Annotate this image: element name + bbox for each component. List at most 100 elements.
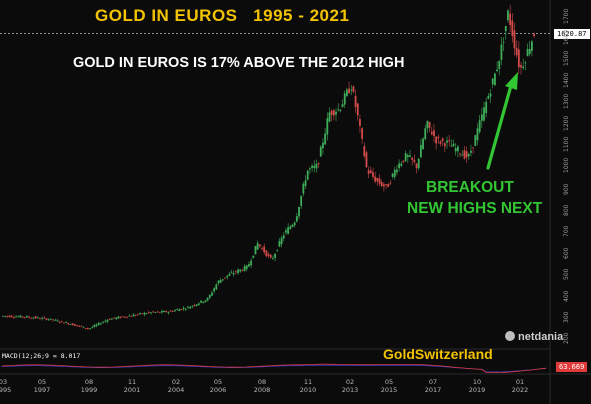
candle-body xyxy=(197,303,200,305)
candle-body xyxy=(287,227,290,234)
candle-body xyxy=(15,316,17,318)
candle-body xyxy=(63,322,65,324)
candle-body xyxy=(456,146,459,152)
y-tick-label: 1100 xyxy=(563,136,570,152)
candle-body xyxy=(426,120,429,129)
candle-body xyxy=(178,309,181,311)
x-tick-month: 02 xyxy=(171,378,181,386)
candle-body xyxy=(241,270,244,272)
candle-body xyxy=(89,328,91,329)
candle-body xyxy=(304,180,307,186)
candle-body xyxy=(17,316,20,318)
x-tick-year: 2022 xyxy=(511,386,529,394)
candle-body xyxy=(345,89,348,97)
candle-body xyxy=(147,311,150,313)
candle-body xyxy=(293,222,296,226)
candle-body xyxy=(295,216,298,222)
candle-body xyxy=(396,169,398,173)
candle-body xyxy=(56,320,59,322)
candle-body xyxy=(248,264,250,267)
candle-body xyxy=(354,95,357,107)
netdania-icon xyxy=(505,331,515,341)
candle-body xyxy=(95,324,98,326)
candle-body xyxy=(106,319,109,322)
x-tick-month: 01 xyxy=(515,378,525,386)
x-tick-label: 031995 xyxy=(0,378,15,394)
candle-body xyxy=(478,120,481,133)
candle-body xyxy=(533,33,535,37)
y-tick-label: 400 xyxy=(563,290,570,302)
candle-body xyxy=(82,326,85,328)
candle-body xyxy=(337,108,340,110)
candle-body xyxy=(350,89,353,91)
x-tick-label: 02 2013 xyxy=(338,378,362,394)
candle-body xyxy=(461,154,464,156)
y-tick-label: 600 xyxy=(563,247,570,259)
candle-body xyxy=(511,20,514,37)
candle-body xyxy=(285,230,287,233)
candle-body xyxy=(472,147,475,149)
candle-body xyxy=(480,114,483,121)
candle-body xyxy=(163,311,165,313)
candle-body xyxy=(226,275,229,278)
candle-body xyxy=(335,111,337,115)
x-tick-month: 08 xyxy=(257,378,267,386)
candle-body xyxy=(498,60,501,69)
candle-body xyxy=(522,66,525,68)
macd-signal-line xyxy=(1,364,547,373)
candle-body xyxy=(93,325,96,328)
candle-body xyxy=(195,304,198,306)
candle-body xyxy=(239,269,242,272)
candle-body xyxy=(211,292,213,296)
candle-body xyxy=(39,318,41,320)
candle-body xyxy=(330,110,333,116)
y-tick-label: 1500 xyxy=(563,51,570,67)
candle-body xyxy=(80,325,83,327)
candle-body xyxy=(217,280,220,284)
candle-body xyxy=(298,206,300,217)
candle-body xyxy=(500,44,503,60)
candle-body xyxy=(34,316,37,319)
candle-body xyxy=(413,160,416,163)
candle-body xyxy=(126,316,128,318)
candle-body xyxy=(58,321,61,323)
candle-body xyxy=(433,130,435,137)
candle-body xyxy=(437,136,440,139)
candle-body xyxy=(385,184,387,185)
candle-body xyxy=(372,172,374,178)
y-tick-label: 800 xyxy=(563,204,570,217)
candle-body xyxy=(454,148,457,152)
candle-body xyxy=(348,88,350,94)
candle-body xyxy=(256,243,259,250)
candle-body xyxy=(73,324,76,326)
candle-body xyxy=(487,95,490,99)
candle-body xyxy=(160,310,163,313)
candle-body xyxy=(398,163,401,169)
candle-body xyxy=(509,13,512,25)
candle-body xyxy=(65,322,68,324)
candle-body xyxy=(49,318,52,320)
candle-body xyxy=(191,305,194,307)
candle-body xyxy=(113,317,115,319)
candle-body xyxy=(232,273,235,275)
candle-body xyxy=(422,138,424,150)
candle-body xyxy=(282,235,285,239)
candle-body xyxy=(315,163,318,169)
candle-body xyxy=(448,140,451,142)
x-tick-year: 2004 xyxy=(167,386,185,394)
x-tick-label: 05 2015 xyxy=(377,378,401,394)
candle-body xyxy=(45,318,48,320)
candle-body xyxy=(121,316,124,318)
candle-body xyxy=(387,183,390,187)
candle-body xyxy=(100,323,102,325)
candle-body xyxy=(400,163,403,166)
candle-body xyxy=(269,254,272,258)
y-tick-label: 1300 xyxy=(563,93,570,110)
x-tick-label: 08 2008 xyxy=(250,378,274,394)
candle-body xyxy=(21,316,24,318)
candle-body xyxy=(28,316,31,318)
candle-body xyxy=(467,154,470,157)
candle-body xyxy=(504,25,507,32)
candle-body xyxy=(319,146,322,157)
candle-body xyxy=(119,316,122,318)
